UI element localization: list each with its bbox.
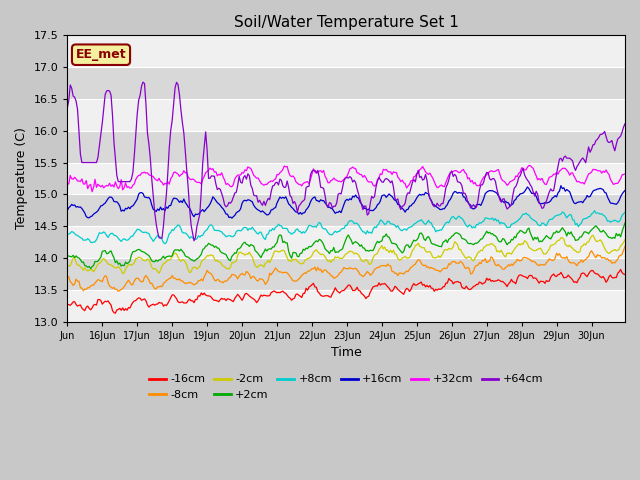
+64cm <box>547 186 555 192</box>
-16cm <box>83 304 90 310</box>
+2cm <box>63 253 71 259</box>
-2cm <box>352 250 360 256</box>
-8cm <box>621 243 629 249</box>
+32cm <box>352 166 360 171</box>
+16cm <box>463 198 470 204</box>
+2cm <box>621 220 629 226</box>
-16cm <box>621 272 629 277</box>
-16cm <box>545 278 553 284</box>
Bar <box>67 163 625 194</box>
+64cm <box>100 106 108 112</box>
+16cm <box>621 188 629 193</box>
-8cm <box>83 287 90 292</box>
Bar <box>67 290 625 322</box>
+64cm <box>140 79 147 85</box>
+64cm <box>621 121 629 127</box>
+8cm <box>591 208 598 214</box>
Line: -2cm: -2cm <box>67 235 625 274</box>
Line: -8cm: -8cm <box>67 246 625 291</box>
-16cm <box>617 266 625 272</box>
-2cm <box>83 267 90 273</box>
-8cm <box>115 288 122 294</box>
+8cm <box>83 237 90 243</box>
-8cm <box>352 265 360 271</box>
-2cm <box>463 256 470 262</box>
Bar <box>67 99 625 131</box>
+8cm <box>352 220 360 226</box>
+16cm <box>83 214 90 219</box>
-2cm <box>621 237 629 242</box>
+16cm <box>557 183 564 189</box>
+32cm <box>101 183 109 189</box>
+32cm <box>463 171 470 177</box>
Line: +16cm: +16cm <box>67 186 625 218</box>
-2cm <box>545 246 553 252</box>
+16cm <box>100 201 108 207</box>
+16cm <box>63 207 71 213</box>
+2cm <box>545 235 553 241</box>
Line: +32cm: +32cm <box>67 166 625 192</box>
-8cm <box>618 252 626 257</box>
+16cm <box>228 216 236 221</box>
+32cm <box>88 189 96 194</box>
+32cm <box>63 181 71 187</box>
+8cm <box>100 229 108 235</box>
+8cm <box>161 241 169 247</box>
-8cm <box>463 265 470 271</box>
+32cm <box>83 178 90 183</box>
+32cm <box>621 171 629 177</box>
Bar <box>67 36 625 67</box>
+64cm <box>353 186 361 192</box>
-16cm <box>111 311 119 316</box>
Text: EE_met: EE_met <box>76 48 126 61</box>
+2cm <box>101 248 109 253</box>
-2cm <box>100 256 108 262</box>
+2cm <box>618 228 626 234</box>
+16cm <box>620 189 627 195</box>
-2cm <box>589 232 597 238</box>
+8cm <box>620 211 627 216</box>
+16cm <box>352 192 360 198</box>
+64cm <box>620 124 627 130</box>
-16cm <box>620 271 627 277</box>
+64cm <box>83 160 90 166</box>
+32cm <box>547 174 555 180</box>
-2cm <box>620 240 627 245</box>
Line: +2cm: +2cm <box>67 223 625 269</box>
+16cm <box>545 199 553 205</box>
Legend: -16cm, -8cm, -2cm, +2cm, +8cm, +16cm, +32cm, +64cm: -16cm, -8cm, -2cm, +2cm, +8cm, +16cm, +3… <box>145 370 548 405</box>
Title: Soil/Water Temperature Set 1: Soil/Water Temperature Set 1 <box>234 15 459 30</box>
-8cm <box>545 256 553 262</box>
Y-axis label: Temperature (C): Temperature (C) <box>15 128 28 229</box>
-2cm <box>119 271 127 276</box>
-16cm <box>63 301 71 307</box>
+2cm <box>87 266 95 272</box>
Bar <box>67 226 625 258</box>
+64cm <box>63 105 71 111</box>
+2cm <box>352 239 360 244</box>
X-axis label: Time: Time <box>331 346 362 359</box>
+2cm <box>463 238 470 243</box>
+2cm <box>83 263 90 269</box>
-2cm <box>63 262 71 268</box>
+8cm <box>463 223 470 228</box>
-16cm <box>463 283 470 289</box>
Line: +64cm: +64cm <box>67 82 625 241</box>
+64cm <box>464 200 472 205</box>
-8cm <box>100 275 108 281</box>
Line: -16cm: -16cm <box>67 269 625 313</box>
+64cm <box>190 238 198 244</box>
-16cm <box>352 287 360 293</box>
+32cm <box>620 171 627 177</box>
-8cm <box>63 274 71 279</box>
+8cm <box>545 217 553 223</box>
+8cm <box>63 232 71 238</box>
-16cm <box>100 300 108 305</box>
+8cm <box>621 209 629 215</box>
Line: +8cm: +8cm <box>67 211 625 244</box>
+32cm <box>525 163 532 168</box>
